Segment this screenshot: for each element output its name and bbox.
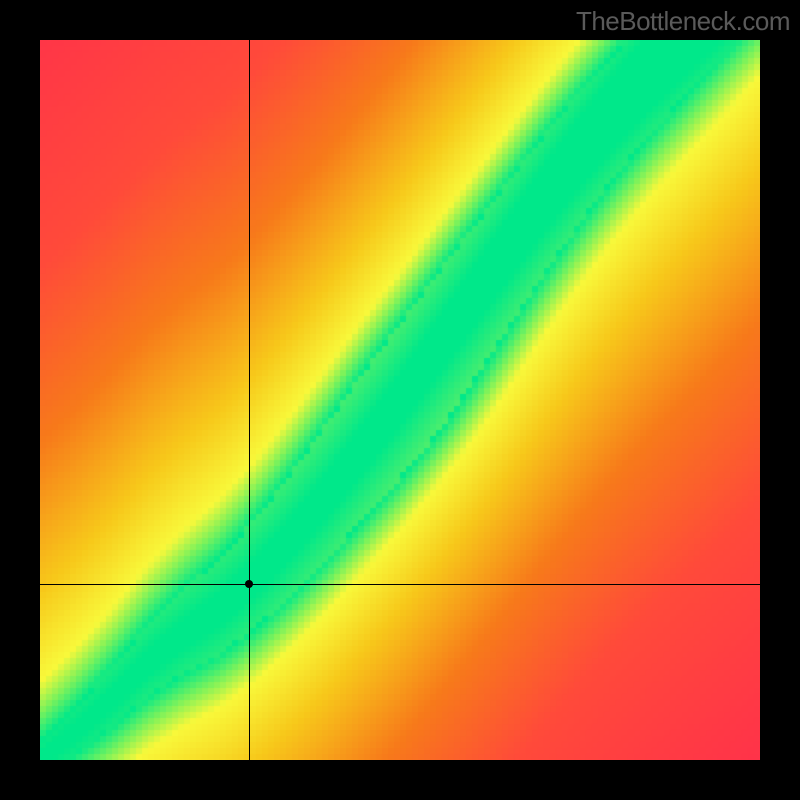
plot-area bbox=[40, 40, 760, 760]
heatmap-canvas bbox=[40, 40, 760, 760]
watermark-text: TheBottleneck.com bbox=[576, 6, 790, 37]
chart-frame: TheBottleneck.com bbox=[0, 0, 800, 800]
crosshair-vertical bbox=[249, 40, 250, 760]
crosshair-marker bbox=[245, 580, 253, 588]
crosshair-horizontal bbox=[40, 584, 760, 585]
